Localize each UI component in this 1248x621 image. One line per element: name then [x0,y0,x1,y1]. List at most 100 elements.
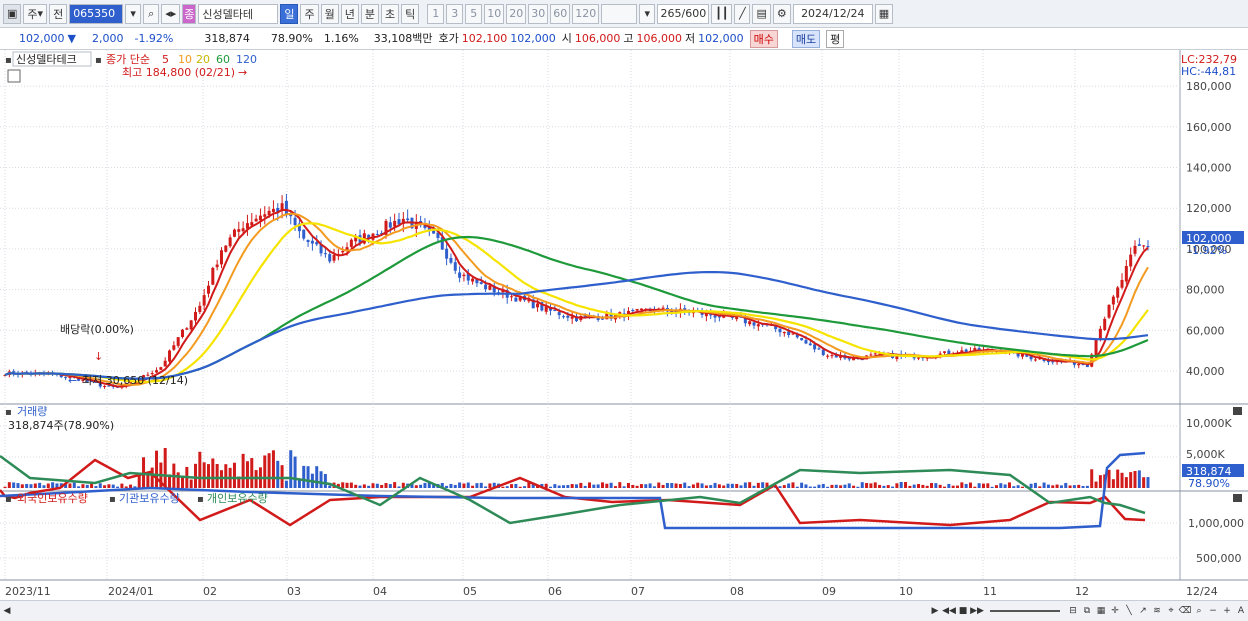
interval-5[interactable]: 5 [465,3,483,24]
panel-stock-name: 신성델타테크 [16,53,77,66]
candle-icon[interactable]: ┃┃ [711,3,733,24]
candle-body [540,302,544,311]
calendar-icon[interactable]: ▦ [874,3,894,24]
code-dropdown-icon[interactable]: ▾ [125,3,142,24]
interval-10[interactable]: 10 [484,3,505,24]
volume-bar [956,485,959,488]
mark-icon[interactable]: ⌖ [1168,606,1174,616]
volume-bar [553,484,557,488]
search-icon[interactable]: ⌕ [143,3,160,24]
volume-dot-icon: ▪ [5,407,12,418]
candle-body [566,315,570,318]
data-count-field[interactable]: 265/600 [657,3,710,24]
volume-bar [925,485,929,488]
volume-bar [488,483,492,488]
layout-copy-icon[interactable]: ⧉ [1083,606,1091,616]
volume-bar [739,485,743,488]
interval-60[interactable]: 60 [550,3,571,24]
save-icon[interactable]: ▤ [752,3,771,24]
candle-body [267,210,271,216]
text-icon[interactable]: A [1237,606,1245,616]
volume-bar [206,464,210,488]
period-month[interactable]: 월 [320,3,339,24]
scroll-left-icon[interactable]: ◀ [3,606,11,616]
layout-grid-icon[interactable]: ▦ [1096,606,1106,616]
sell-button[interactable]: 매도 [791,29,821,48]
candle-body [1042,359,1046,361]
candle-body [1107,304,1111,318]
candle-body [181,329,185,337]
volume-value: 318,874 [204,31,250,45]
candle-body [315,242,319,245]
candle-body [1124,265,1128,282]
axis-background [1180,50,1248,600]
date-field[interactable]: 2024/12/24 [792,3,873,24]
chart-svg[interactable]: ▪ 신성델타테크 ▪ 종가 단순 5 10 20 60 120 최고 184,8… [0,50,1248,600]
volume-panel-close-icon[interactable] [1233,407,1242,415]
volume-bar [440,482,444,488]
buy-button[interactable]: 매수 [749,29,778,48]
candle-body [172,345,176,350]
zoom-in-icon[interactable]: + [1223,606,1231,616]
draw-tool-icon[interactable]: ╱ [734,3,751,24]
period-year[interactable]: 년 [340,3,359,24]
zoom-icon[interactable]: ⌕ [1196,606,1202,616]
zoom-slider[interactable] [990,610,1060,612]
interval-1[interactable]: 1 [427,3,445,24]
legend-ma120: 120 [236,53,257,66]
period-day[interactable]: 일 [280,3,299,24]
zoom-out-icon[interactable]: − [1209,606,1217,616]
chart-area[interactable]: ▪ 신성델타테크 ▪ 종가 단순 5 10 20 60 120 최고 184,8… [0,50,1248,600]
fib-icon[interactable]: ≋ [1153,606,1161,616]
layout-icon[interactable]: ▣ [3,3,22,24]
eraser-icon[interactable]: ⌫ [1178,606,1192,616]
sound-icon[interactable]: ◂▸ [161,3,181,24]
stock-name-box[interactable] [12,51,92,67]
interval-20[interactable]: 20 [506,3,527,24]
draw-line-icon[interactable]: ╲ [1126,606,1132,616]
avg-button[interactable]: 평 [826,29,845,48]
volume-bar [475,483,479,488]
individual-holdings-label: 개인보유수량 [207,492,268,505]
candle-body [479,282,483,284]
prev-button[interactable]: 전 [49,3,68,24]
stop-icon[interactable]: ■ [958,606,968,616]
settings-dot-icon[interactable]: ▪ [5,55,12,66]
main-toolbar: ▣ 주 ▾ 전 065350 ▾ ⌕ ◂▸ 종 신성델타테 일 주 월 년 분 … [0,0,1248,28]
layout-split-icon[interactable]: ⊟ [1069,606,1077,616]
period-week[interactable]: 주 [300,3,319,24]
interval-120[interactable]: 120 [572,3,600,24]
interval-dropdown-icon[interactable]: ▾ [639,3,656,24]
cross-icon[interactable]: ✛ [1111,606,1119,616]
stock-code-input[interactable]: 065350 [69,3,124,24]
candle-body [59,374,63,378]
candle-body [735,317,739,320]
candle-body [549,307,553,311]
interval-3[interactable]: 3 [446,3,464,24]
volume-bar [367,485,371,488]
volume-bar [1098,475,1102,488]
volume-bar [735,483,739,488]
volume-bar [423,482,427,488]
volume-bar [1016,485,1020,488]
market-select[interactable]: 주 ▾ [23,3,48,24]
period-tick[interactable]: 틱 [401,3,420,24]
volume-bar [116,486,120,488]
period-minute[interactable]: 분 [360,3,379,24]
candle-body [401,218,405,224]
trend-icon[interactable]: ↗ [1139,606,1147,616]
custom-interval-input[interactable] [601,3,638,24]
interval-30[interactable]: 30 [528,3,549,24]
volume-bar [579,482,583,488]
bottom-scrollbar[interactable]: ◀ ▶ ◀◀ ■ ▶▶ ⊟ ⧉ ▦ ✛ ╲ ↗ ≋ ⌖ ⌫ ⌕ − + A [0,600,1248,621]
play-icon[interactable]: ▶ [931,606,939,616]
candle-body [756,324,760,327]
candle-body [471,278,475,282]
volume-bar [661,484,665,488]
forward-icon[interactable]: ▶▶ [970,606,984,616]
rewind-icon[interactable]: ◀◀ [942,606,956,616]
period-second[interactable]: 초 [380,3,400,24]
settings-icon[interactable]: ⚙ [772,3,791,24]
holdings-panel-close-icon[interactable] [1233,494,1242,502]
grid-toggle-icon[interactable] [7,69,21,83]
